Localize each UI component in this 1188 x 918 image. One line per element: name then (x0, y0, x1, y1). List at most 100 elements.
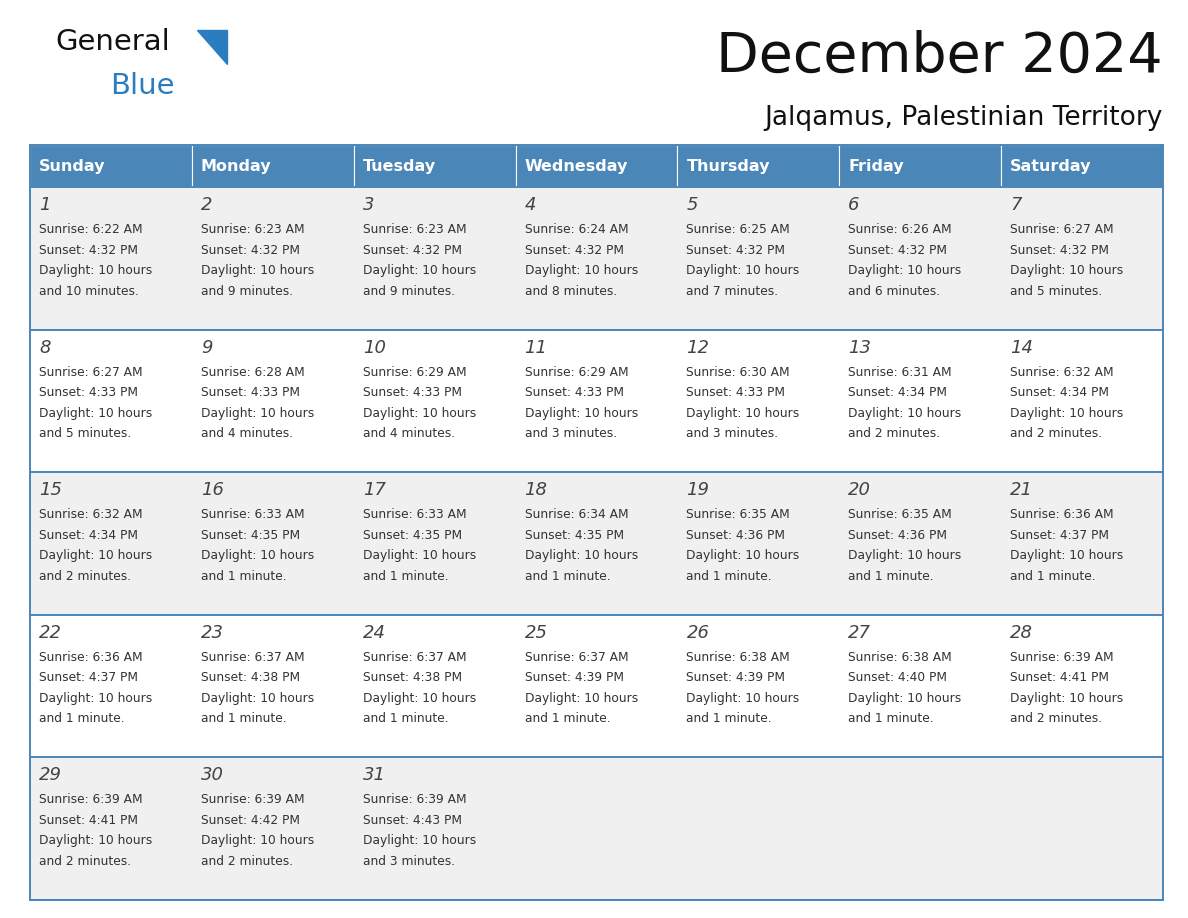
Text: 13: 13 (848, 339, 871, 356)
Text: and 10 minutes.: and 10 minutes. (39, 285, 139, 297)
FancyBboxPatch shape (516, 330, 677, 472)
Text: and 3 minutes.: and 3 minutes. (525, 427, 617, 440)
Text: 19: 19 (687, 481, 709, 499)
Text: 25: 25 (525, 624, 548, 642)
Text: 1: 1 (39, 196, 51, 214)
Text: Sunrise: 6:37 AM: Sunrise: 6:37 AM (201, 651, 304, 664)
Text: Sunset: 4:33 PM: Sunset: 4:33 PM (525, 386, 624, 399)
Text: Daylight: 10 hours: Daylight: 10 hours (39, 407, 152, 420)
FancyBboxPatch shape (354, 145, 516, 187)
Text: Monday: Monday (201, 159, 272, 174)
FancyBboxPatch shape (30, 145, 191, 187)
Text: Daylight: 10 hours: Daylight: 10 hours (525, 264, 638, 277)
Text: Daylight: 10 hours: Daylight: 10 hours (687, 407, 800, 420)
Text: Sunset: 4:33 PM: Sunset: 4:33 PM (39, 386, 138, 399)
Text: Sunset: 4:34 PM: Sunset: 4:34 PM (1010, 386, 1110, 399)
Text: and 7 minutes.: and 7 minutes. (687, 285, 778, 297)
Text: Daylight: 10 hours: Daylight: 10 hours (201, 264, 314, 277)
Text: Sunrise: 6:34 AM: Sunrise: 6:34 AM (525, 509, 628, 521)
Text: Daylight: 10 hours: Daylight: 10 hours (362, 407, 476, 420)
FancyBboxPatch shape (516, 145, 677, 187)
Text: 21: 21 (1010, 481, 1034, 499)
FancyBboxPatch shape (191, 615, 354, 757)
FancyBboxPatch shape (1001, 145, 1163, 187)
Text: Daylight: 10 hours: Daylight: 10 hours (687, 692, 800, 705)
Text: Daylight: 10 hours: Daylight: 10 hours (1010, 407, 1124, 420)
Text: 12: 12 (687, 339, 709, 356)
Text: Daylight: 10 hours: Daylight: 10 hours (362, 834, 476, 847)
Text: Sunrise: 6:28 AM: Sunrise: 6:28 AM (201, 365, 304, 378)
FancyBboxPatch shape (677, 472, 839, 615)
FancyBboxPatch shape (30, 472, 191, 615)
FancyBboxPatch shape (354, 615, 516, 757)
Text: Daylight: 10 hours: Daylight: 10 hours (1010, 549, 1124, 562)
FancyBboxPatch shape (839, 187, 1001, 330)
FancyBboxPatch shape (354, 187, 516, 330)
FancyBboxPatch shape (191, 472, 354, 615)
Text: Daylight: 10 hours: Daylight: 10 hours (39, 264, 152, 277)
Text: and 2 minutes.: and 2 minutes. (848, 427, 941, 440)
Polygon shape (197, 30, 227, 64)
Text: Daylight: 10 hours: Daylight: 10 hours (848, 692, 961, 705)
Text: Sunrise: 6:32 AM: Sunrise: 6:32 AM (39, 509, 143, 521)
Text: Sunrise: 6:38 AM: Sunrise: 6:38 AM (687, 651, 790, 664)
Text: Thursday: Thursday (687, 159, 770, 174)
Text: Sunset: 4:33 PM: Sunset: 4:33 PM (201, 386, 299, 399)
Text: 30: 30 (201, 767, 223, 784)
FancyBboxPatch shape (839, 615, 1001, 757)
Text: and 1 minute.: and 1 minute. (848, 570, 934, 583)
Text: 22: 22 (39, 624, 62, 642)
Text: 23: 23 (201, 624, 223, 642)
Text: Sunset: 4:33 PM: Sunset: 4:33 PM (362, 386, 462, 399)
Text: and 3 minutes.: and 3 minutes. (362, 855, 455, 868)
Text: Daylight: 10 hours: Daylight: 10 hours (848, 264, 961, 277)
Text: Sunset: 4:38 PM: Sunset: 4:38 PM (362, 671, 462, 684)
Text: and 2 minutes.: and 2 minutes. (201, 855, 293, 868)
Text: and 1 minute.: and 1 minute. (362, 712, 448, 725)
FancyBboxPatch shape (191, 330, 354, 472)
FancyBboxPatch shape (839, 757, 1001, 900)
Text: Daylight: 10 hours: Daylight: 10 hours (525, 692, 638, 705)
Text: Sunrise: 6:39 AM: Sunrise: 6:39 AM (39, 793, 143, 806)
Text: 31: 31 (362, 767, 386, 784)
Text: Sunrise: 6:37 AM: Sunrise: 6:37 AM (362, 651, 467, 664)
Text: 3: 3 (362, 196, 374, 214)
Text: Sunset: 4:43 PM: Sunset: 4:43 PM (362, 814, 462, 827)
Text: Sunrise: 6:36 AM: Sunrise: 6:36 AM (39, 651, 143, 664)
Text: 17: 17 (362, 481, 386, 499)
FancyBboxPatch shape (30, 330, 191, 472)
Text: Sunset: 4:35 PM: Sunset: 4:35 PM (201, 529, 301, 542)
Text: and 1 minute.: and 1 minute. (1010, 570, 1095, 583)
Text: Sunset: 4:32 PM: Sunset: 4:32 PM (687, 243, 785, 256)
Text: Sunrise: 6:29 AM: Sunrise: 6:29 AM (525, 365, 628, 378)
Text: General: General (55, 28, 170, 56)
Text: Daylight: 10 hours: Daylight: 10 hours (687, 549, 800, 562)
Text: Sunrise: 6:32 AM: Sunrise: 6:32 AM (1010, 365, 1114, 378)
Text: 2: 2 (201, 196, 213, 214)
Text: 24: 24 (362, 624, 386, 642)
Text: Sunset: 4:37 PM: Sunset: 4:37 PM (39, 671, 138, 684)
FancyBboxPatch shape (677, 330, 839, 472)
Text: Sunset: 4:32 PM: Sunset: 4:32 PM (39, 243, 138, 256)
FancyBboxPatch shape (839, 145, 1001, 187)
Text: Sunrise: 6:26 AM: Sunrise: 6:26 AM (848, 223, 952, 236)
Text: and 6 minutes.: and 6 minutes. (848, 285, 941, 297)
FancyBboxPatch shape (677, 145, 839, 187)
Text: Sunset: 4:35 PM: Sunset: 4:35 PM (525, 529, 624, 542)
Text: and 2 minutes.: and 2 minutes. (1010, 712, 1102, 725)
Text: Sunrise: 6:27 AM: Sunrise: 6:27 AM (1010, 223, 1114, 236)
Text: Sunday: Sunday (39, 159, 106, 174)
Text: Sunrise: 6:33 AM: Sunrise: 6:33 AM (201, 509, 304, 521)
Text: and 5 minutes.: and 5 minutes. (39, 427, 131, 440)
FancyBboxPatch shape (1001, 615, 1163, 757)
Text: 27: 27 (848, 624, 871, 642)
Text: and 1 minute.: and 1 minute. (362, 570, 448, 583)
FancyBboxPatch shape (516, 472, 677, 615)
Text: Sunset: 4:34 PM: Sunset: 4:34 PM (39, 529, 138, 542)
Text: Sunrise: 6:27 AM: Sunrise: 6:27 AM (39, 365, 143, 378)
Text: Tuesday: Tuesday (362, 159, 436, 174)
Text: 14: 14 (1010, 339, 1034, 356)
Text: Saturday: Saturday (1010, 159, 1092, 174)
Text: Daylight: 10 hours: Daylight: 10 hours (1010, 692, 1124, 705)
Text: Daylight: 10 hours: Daylight: 10 hours (201, 692, 314, 705)
